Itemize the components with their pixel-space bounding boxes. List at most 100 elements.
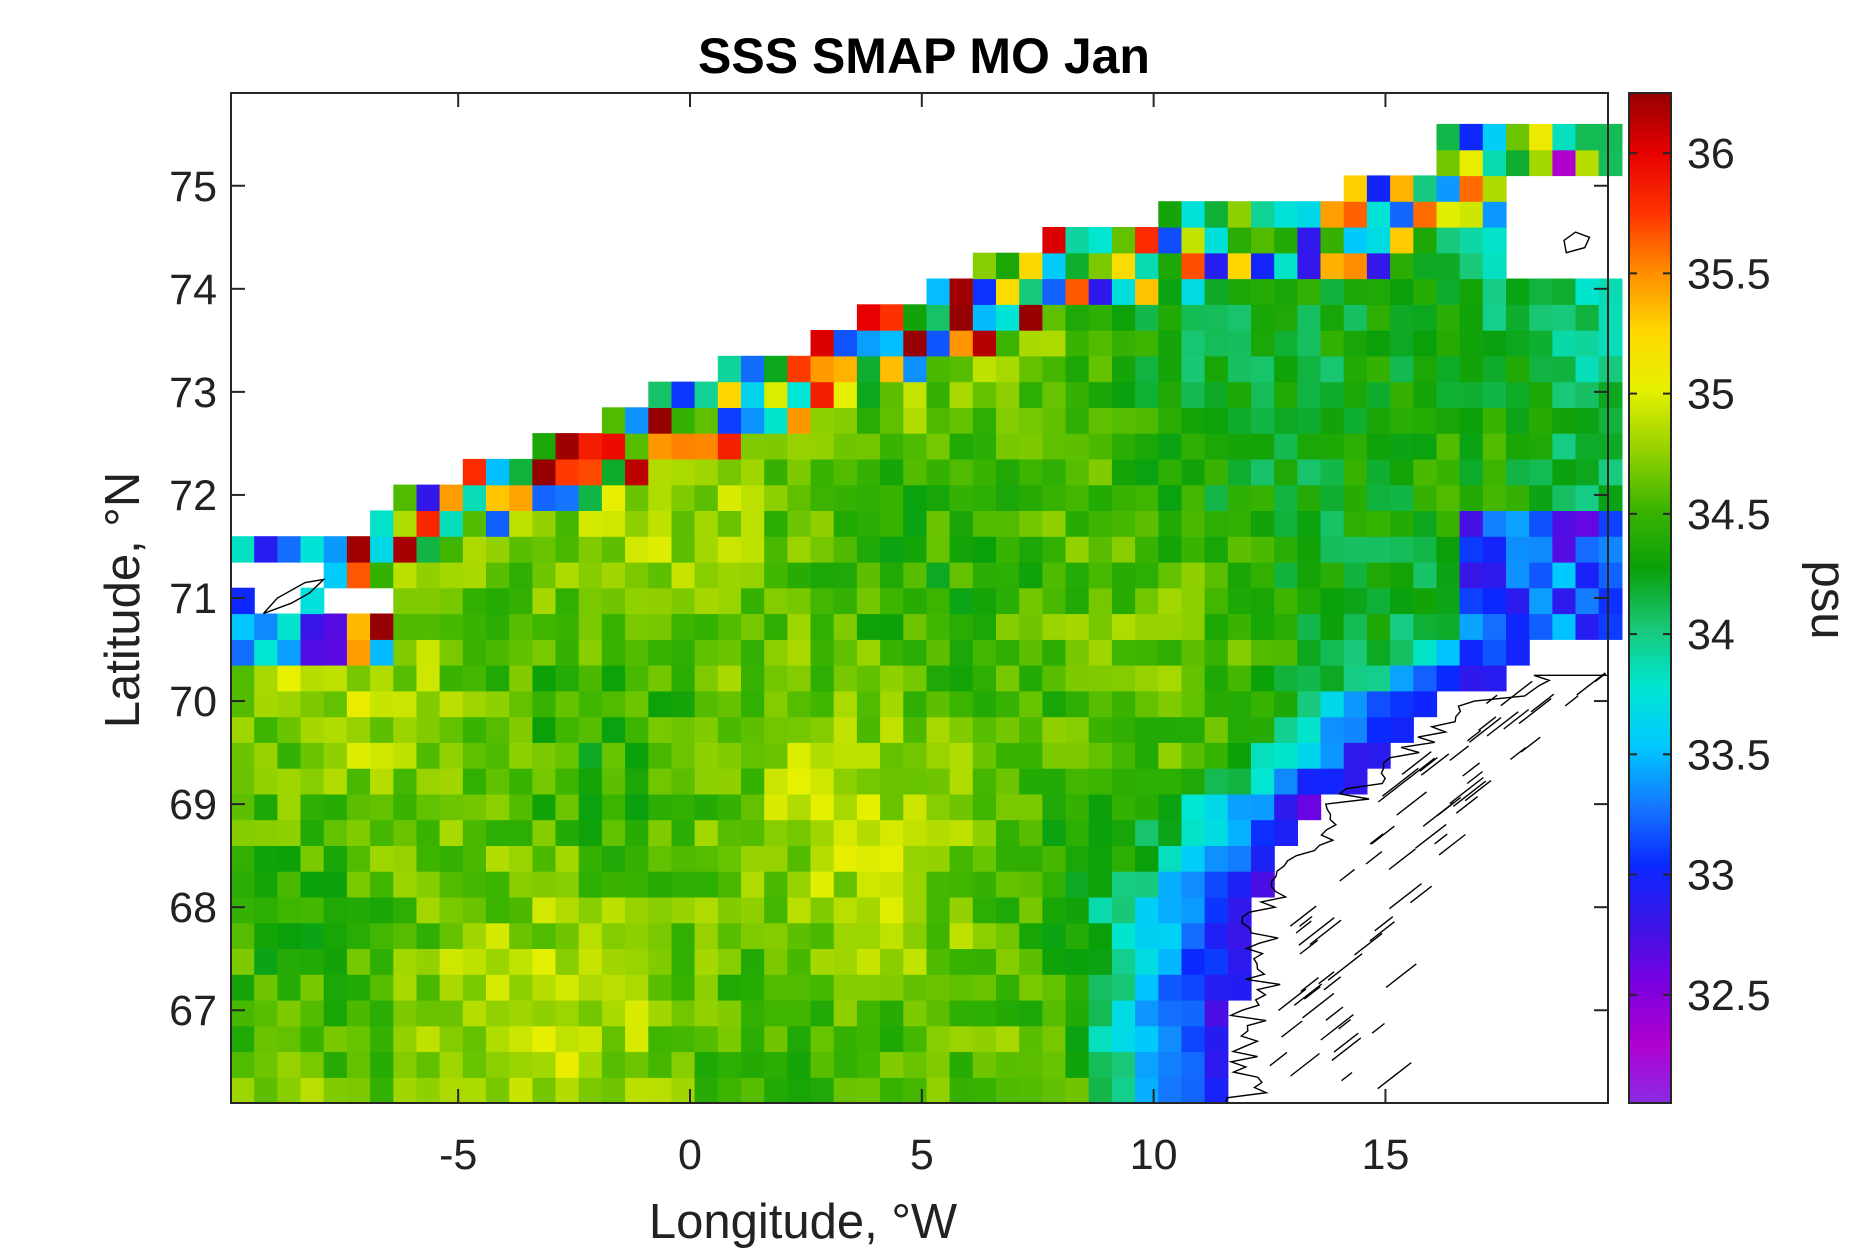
heatmap-cell xyxy=(903,407,928,434)
heatmap-cell xyxy=(903,613,928,640)
heatmap-cell xyxy=(949,716,974,743)
heatmap-cell xyxy=(462,587,487,615)
heatmap-cell xyxy=(1413,587,1438,615)
heatmap-cell xyxy=(1088,845,1113,872)
heatmap-cell xyxy=(880,510,904,537)
heatmap-cell xyxy=(1343,690,1368,718)
heatmap-cell xyxy=(1042,433,1067,460)
heatmap-cell xyxy=(810,561,835,589)
heatmap-cell xyxy=(880,716,904,743)
heatmap-cell xyxy=(578,922,603,949)
heatmap-cell xyxy=(300,1077,325,1104)
heatmap-cell xyxy=(300,974,325,1001)
heatmap-cell xyxy=(717,819,742,846)
heatmap-cell xyxy=(532,793,557,821)
heatmap-cell xyxy=(1227,587,1252,615)
heatmap-cell xyxy=(462,845,487,872)
heatmap-cell xyxy=(996,433,1020,460)
heatmap-cell xyxy=(300,716,325,743)
heatmap-cell xyxy=(1135,278,1159,305)
heatmap-cell xyxy=(509,974,533,1001)
heatmap-cell xyxy=(1088,407,1113,434)
heatmap-cell xyxy=(787,922,812,949)
heatmap-cell xyxy=(1227,252,1252,280)
heatmap-cell xyxy=(416,561,441,589)
heatmap-cell xyxy=(625,458,649,486)
heatmap-cell xyxy=(787,999,812,1027)
heatmap-cell xyxy=(555,896,580,924)
heatmap-cell xyxy=(1320,330,1345,357)
heatmap-cell xyxy=(1065,845,1090,872)
heatmap-cell xyxy=(1413,227,1438,254)
heatmap-cell xyxy=(439,510,464,537)
heatmap-cell xyxy=(1459,561,1484,589)
heatmap-cell xyxy=(370,690,394,718)
heatmap-cell xyxy=(625,639,649,666)
heatmap-cell xyxy=(764,871,788,898)
heatmap-cell xyxy=(1343,665,1368,692)
heatmap-cell xyxy=(1088,278,1113,305)
heatmap-cell xyxy=(555,690,580,718)
heatmap-cell xyxy=(1274,768,1298,795)
heatmap-cell xyxy=(1366,355,1391,383)
heatmap-cell xyxy=(949,871,974,898)
heatmap-cell xyxy=(810,639,835,666)
heatmap-cell xyxy=(1343,381,1368,408)
heatmap-cell xyxy=(1111,896,1136,924)
heatmap-cell xyxy=(972,690,997,718)
heatmap-cell xyxy=(1320,587,1345,615)
heatmap-cell xyxy=(949,381,974,408)
heatmap-cell xyxy=(810,1077,835,1104)
heatmap-cell xyxy=(1227,201,1252,228)
heatmap-cell xyxy=(1158,304,1183,331)
heatmap-cell xyxy=(1019,742,1043,769)
heatmap-cell xyxy=(926,1025,951,1053)
heatmap-cell xyxy=(833,536,858,563)
heatmap-cell xyxy=(1111,407,1136,434)
y-tick-label: 67 xyxy=(169,987,217,1035)
heatmap-cell xyxy=(648,1025,673,1053)
heatmap-cell xyxy=(1297,227,1322,254)
heatmap-cell xyxy=(486,510,510,537)
heatmap-cell xyxy=(1158,922,1183,949)
heatmap-cell xyxy=(1343,613,1368,640)
heatmap-cell xyxy=(486,690,510,718)
heatmap-cell xyxy=(601,768,626,795)
heatmap-cell xyxy=(509,742,533,769)
heatmap-cell xyxy=(1065,1025,1090,1053)
heatmap-cell xyxy=(509,716,533,743)
heatmap-cell xyxy=(393,974,418,1001)
heatmap-cell xyxy=(1158,1077,1183,1104)
heatmap-cell xyxy=(1065,742,1090,769)
heatmap-cell xyxy=(254,613,278,640)
coastline-fjord xyxy=(1290,1052,1320,1077)
heatmap-cell xyxy=(741,536,765,563)
heatmap-cell xyxy=(254,948,278,975)
heatmap-cell xyxy=(648,561,673,589)
heatmap-cell xyxy=(231,896,255,924)
heatmap-cell xyxy=(346,793,371,821)
heatmap-cell xyxy=(996,974,1020,1001)
heatmap-cell xyxy=(1552,433,1577,460)
heatmap-cell xyxy=(764,793,788,821)
heatmap-cell xyxy=(1042,536,1067,563)
heatmap-cell xyxy=(1459,201,1484,228)
heatmap-cell xyxy=(856,716,881,743)
heatmap-cell xyxy=(648,458,673,486)
heatmap-cell xyxy=(1320,458,1345,486)
heatmap-cell xyxy=(1135,665,1159,692)
heatmap-cell xyxy=(1204,355,1229,383)
heatmap-cell xyxy=(1297,665,1322,692)
heatmap-cell xyxy=(486,819,510,846)
heatmap-cell xyxy=(462,819,487,846)
heatmap-cell xyxy=(1088,665,1113,692)
heatmap-cell xyxy=(1158,819,1183,846)
heatmap-cell xyxy=(1135,1025,1159,1053)
heatmap-cell xyxy=(1598,355,1623,383)
heatmap-cell xyxy=(1251,433,1275,460)
coastline-fjord xyxy=(1281,1020,1303,1038)
heatmap-cell xyxy=(1436,149,1461,177)
heatmap-cell xyxy=(1390,587,1414,615)
heatmap-cell xyxy=(694,587,719,615)
heatmap-cell xyxy=(1482,484,1507,511)
